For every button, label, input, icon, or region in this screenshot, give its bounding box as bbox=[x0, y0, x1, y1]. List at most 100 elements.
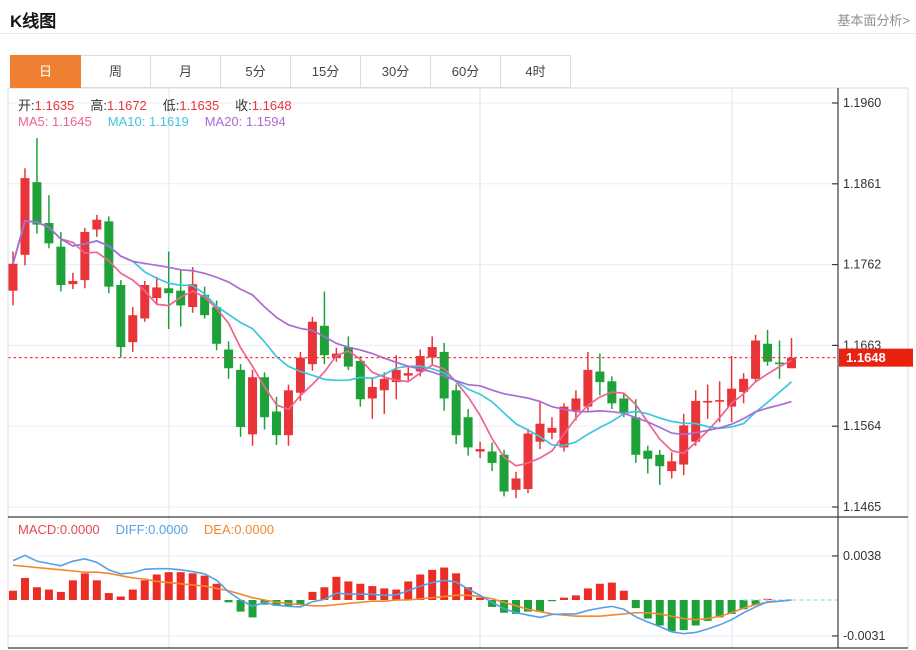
macd-bar bbox=[164, 572, 173, 600]
interval-tabbar: 日 周 月 5分 15分 30分 60分 4时 bbox=[10, 55, 571, 88]
diff-label: DIFF: bbox=[115, 522, 149, 537]
macd-bar bbox=[715, 600, 724, 618]
candle-body bbox=[283, 390, 293, 436]
candle-body bbox=[583, 369, 593, 407]
macd-bar bbox=[727, 600, 736, 614]
candle-body bbox=[511, 478, 521, 490]
macd-bar bbox=[583, 588, 592, 600]
tab-5min[interactable]: 5分 bbox=[220, 55, 291, 88]
candle-body bbox=[487, 451, 497, 463]
candle-body bbox=[547, 427, 557, 433]
y-tick-label: 1.1762 bbox=[843, 258, 881, 272]
candle-body bbox=[224, 349, 234, 369]
macd-bar bbox=[128, 589, 137, 600]
macd-bar bbox=[212, 583, 221, 600]
candle-body bbox=[415, 356, 425, 372]
candle-body bbox=[152, 287, 162, 299]
macd-label: MACD: bbox=[18, 522, 60, 537]
candle-body bbox=[679, 425, 689, 465]
candle-body bbox=[260, 377, 270, 418]
macd-bar bbox=[320, 587, 329, 600]
candle-body bbox=[655, 454, 665, 467]
macd-bar bbox=[547, 600, 556, 602]
macd-bar bbox=[200, 575, 209, 600]
macd-bar bbox=[152, 574, 161, 600]
candle-body bbox=[200, 294, 210, 316]
macd-bar bbox=[44, 589, 53, 600]
ma10-line bbox=[12, 220, 793, 447]
tab-30min[interactable]: 30分 bbox=[360, 55, 431, 88]
current-price-badge-text: 1.1648 bbox=[846, 350, 886, 365]
macd-value: 0.0000 bbox=[59, 522, 100, 537]
candle-body bbox=[763, 343, 773, 362]
macd-bar bbox=[296, 600, 305, 605]
macd-bar bbox=[535, 600, 544, 612]
open-label: 开: bbox=[18, 98, 35, 113]
candle-body bbox=[751, 340, 761, 379]
candle-body bbox=[295, 357, 305, 393]
y-tick-label: 1.1861 bbox=[843, 177, 881, 191]
candle-body bbox=[775, 362, 785, 365]
macd-bar bbox=[524, 600, 533, 612]
tab-day[interactable]: 日 bbox=[10, 55, 81, 88]
macd-bar bbox=[643, 600, 652, 619]
ma10-value: 1.1619 bbox=[148, 114, 189, 129]
macd-bar bbox=[248, 600, 257, 618]
candle-body bbox=[715, 400, 725, 402]
macd-bar bbox=[476, 597, 485, 600]
tab-15min[interactable]: 15分 bbox=[290, 55, 361, 88]
macd-bar bbox=[428, 569, 437, 600]
candle-body bbox=[212, 307, 222, 344]
candle-body bbox=[463, 417, 473, 448]
current-price-badge bbox=[839, 348, 913, 367]
macd-bar bbox=[380, 588, 389, 600]
candle-body bbox=[68, 280, 78, 285]
macd-bar bbox=[308, 591, 317, 600]
candle-body bbox=[248, 377, 258, 435]
tab-60min[interactable]: 60分 bbox=[430, 55, 501, 88]
candle-body bbox=[44, 222, 54, 244]
candle-body bbox=[379, 378, 389, 391]
low-value: 1.1635 bbox=[179, 98, 220, 113]
ma10-label: MA10: bbox=[107, 114, 146, 129]
candle-body bbox=[188, 284, 198, 308]
macd-bar bbox=[488, 600, 497, 607]
ma5-value: 1.1645 bbox=[51, 114, 92, 129]
candle-body bbox=[631, 417, 641, 455]
candle-body bbox=[739, 378, 749, 392]
tab-month[interactable]: 月 bbox=[150, 55, 221, 88]
candle-body bbox=[643, 450, 653, 459]
macd-bar bbox=[356, 583, 365, 600]
candle-body bbox=[427, 347, 437, 358]
candle-body bbox=[535, 423, 545, 442]
diff-value: 0.0000 bbox=[148, 522, 188, 537]
ma20-value: 1.1594 bbox=[245, 114, 286, 129]
macd-bar bbox=[595, 583, 604, 600]
chart-frame bbox=[7, 87, 909, 649]
macd-bar bbox=[332, 576, 341, 600]
candle-body bbox=[403, 373, 413, 376]
header-divider bbox=[0, 33, 916, 34]
macd-bar bbox=[416, 574, 425, 600]
fundamental-analysis-link[interactable]: 基本面分析> bbox=[837, 13, 910, 28]
close-label: 收: bbox=[235, 98, 252, 113]
y-tick-label: 1.1564 bbox=[843, 419, 881, 433]
macd-bar bbox=[9, 590, 17, 600]
candle-body bbox=[691, 400, 701, 442]
candle-body bbox=[391, 369, 401, 383]
macd-bar bbox=[751, 600, 760, 605]
macd-bar bbox=[464, 587, 473, 600]
macd-bar bbox=[559, 597, 568, 600]
macd-bar bbox=[224, 600, 233, 603]
macd-bar bbox=[607, 582, 616, 600]
macd-bar bbox=[68, 580, 77, 600]
candle-body bbox=[104, 221, 114, 287]
macd-bar bbox=[452, 573, 461, 600]
y-tick-label: 1.1465 bbox=[843, 500, 881, 514]
ma-row: MA5: 1.1645 MA10: 1.1619 MA20: 1.1594 bbox=[18, 114, 286, 129]
candle-body bbox=[499, 454, 509, 492]
dea-label: DEA: bbox=[203, 522, 235, 537]
candle-body bbox=[451, 390, 461, 436]
candle-body bbox=[667, 461, 677, 472]
